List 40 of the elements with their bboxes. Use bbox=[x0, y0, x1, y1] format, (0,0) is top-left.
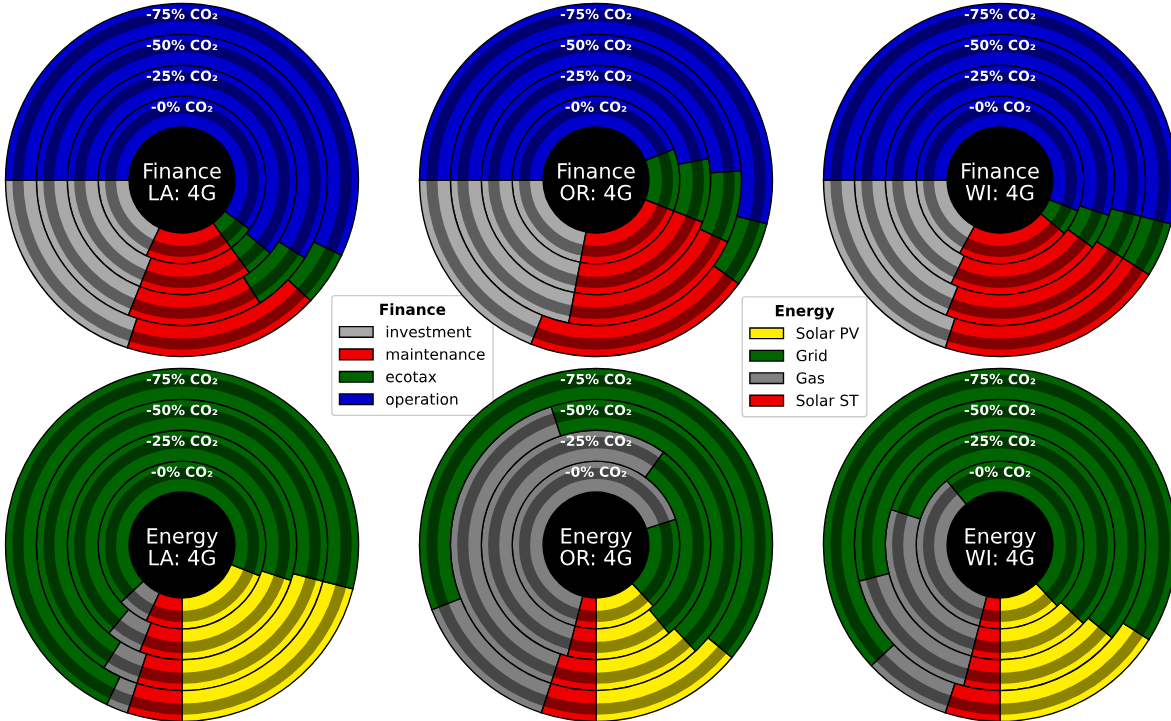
legend-label: Grid bbox=[796, 349, 827, 362]
slice-label: -75% CO₂ bbox=[964, 8, 1036, 20]
slice-label: -0% CO₂ bbox=[565, 466, 627, 477]
slice-label: -0% CO₂ bbox=[151, 466, 213, 477]
text: Finance LA: 4G bbox=[144, 162, 221, 201]
slice-label: -50% CO₂ bbox=[560, 404, 632, 416]
text: Energy LA: 4G bbox=[147, 528, 218, 566]
legend-label: Solar PV bbox=[796, 327, 860, 339]
slice-label: -25% CO₂ bbox=[560, 435, 632, 447]
slice-label: -50% CO₂ bbox=[964, 404, 1036, 416]
slice-label: -75% CO₂ bbox=[560, 8, 632, 20]
slice-label: -25% CO₂ bbox=[560, 70, 632, 82]
legend-title: Energy bbox=[775, 304, 835, 320]
legend-label: Solar ST bbox=[796, 394, 859, 407]
legend-label: operation bbox=[386, 392, 458, 408]
slice-label: -0% CO₂ bbox=[969, 466, 1031, 477]
slice-label: -25% CO₂ bbox=[146, 435, 218, 447]
slice-label: -0% CO₂ bbox=[969, 101, 1031, 112]
legend-label: investment bbox=[386, 325, 472, 338]
slice-label: -75% CO₂ bbox=[964, 373, 1036, 385]
legend-title: Finance bbox=[380, 303, 446, 316]
text: Energy OR: 4G bbox=[560, 528, 632, 566]
slice-label: -25% CO₂ bbox=[146, 70, 218, 82]
slice-label: -75% CO₂ bbox=[146, 8, 218, 20]
legend-label: Gas bbox=[796, 372, 825, 384]
slice-label: -50% CO₂ bbox=[964, 39, 1036, 51]
text: Finance WI: 4G bbox=[962, 162, 1039, 201]
legend-label: ecotax bbox=[386, 371, 437, 383]
slice-label: -0% CO₂ bbox=[151, 101, 213, 112]
slice-label: -50% CO₂ bbox=[560, 39, 632, 51]
slice-label: -50% CO₂ bbox=[146, 39, 218, 51]
slice-label: -75% CO₂ bbox=[146, 373, 218, 385]
slice-label: -25% CO₂ bbox=[964, 435, 1036, 447]
slice-label: -75% CO₂ bbox=[560, 373, 632, 385]
slice-label: -25% CO₂ bbox=[964, 70, 1036, 82]
slice-label: -0% CO₂ bbox=[565, 101, 627, 112]
legend-label: maintenance bbox=[386, 348, 485, 360]
text: Energy WI: 4G bbox=[965, 528, 1036, 566]
text: Finance OR: 4G bbox=[558, 162, 635, 201]
slice-label: -50% CO₂ bbox=[146, 404, 218, 416]
